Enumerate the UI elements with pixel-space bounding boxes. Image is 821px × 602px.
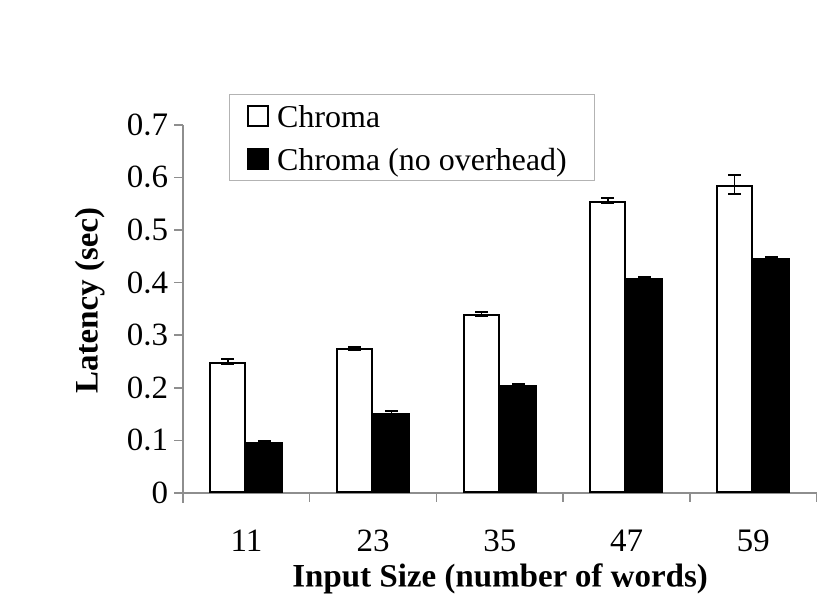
error-bar-line — [733, 175, 736, 195]
y-tick — [174, 334, 183, 336]
error-bar-line — [227, 359, 229, 364]
legend-label-chroma: Chroma — [277, 98, 381, 134]
bar-chroma-47 — [589, 200, 627, 493]
x-tick — [815, 493, 818, 502]
bar-chroma-no-overhead-47 — [626, 278, 664, 493]
x-tick — [182, 493, 184, 502]
error-bar-cap-bottom — [474, 315, 488, 318]
x-tick — [689, 493, 691, 502]
error-bar-cap-bottom — [258, 442, 272, 445]
y-tick-label: 0.7 — [126, 106, 168, 143]
error-bar-cap-top — [348, 345, 362, 348]
error-bar-line — [264, 440, 266, 444]
y-tick-label: 0.3 — [126, 317, 168, 354]
legend: Chroma Chroma (no overhead) — [229, 94, 595, 181]
y-tick-label: 0.2 — [126, 369, 168, 406]
x-tick-label: 47 — [609, 523, 643, 559]
bar-chroma-no-overhead-59 — [753, 258, 791, 493]
y-tick — [174, 229, 183, 231]
bar-chroma-no-overhead-11 — [246, 441, 284, 493]
error-bar-cap-bottom — [638, 278, 652, 281]
x-tick-label: 23 — [356, 523, 390, 559]
error-bar-cap-top — [765, 256, 779, 259]
error-bar-cap-bottom — [601, 202, 615, 205]
y-tick-label: 0.1 — [126, 422, 168, 459]
y-tick — [174, 176, 183, 179]
error-bar-line — [607, 197, 609, 204]
bar-chroma-no-overhead-23 — [373, 413, 411, 493]
legend-swatch-chroma — [247, 105, 269, 127]
y-tick — [174, 281, 183, 284]
x-tick-label: 59 — [736, 523, 770, 559]
x-tick — [435, 493, 438, 502]
error-bar-cap-bottom — [765, 258, 779, 261]
legend-item-chroma: Chroma — [247, 96, 594, 136]
x-tick-label: 11 — [230, 523, 263, 559]
x-tick — [308, 493, 311, 502]
error-bar-line — [390, 411, 393, 415]
error-bar-cap-top — [258, 439, 272, 442]
error-bar-line — [770, 257, 773, 260]
x-tick-label: 35 — [483, 523, 517, 559]
error-bar-cap-bottom — [511, 385, 525, 388]
y-tick — [174, 387, 183, 389]
error-bar-cap-top — [638, 275, 652, 278]
y-axis-line — [182, 124, 184, 503]
legend-item-chroma-no-overhead: Chroma (no overhead) — [247, 139, 594, 179]
bar-chroma-35 — [462, 314, 500, 493]
y-tick — [174, 492, 183, 494]
error-bar-line — [517, 384, 519, 387]
bar-chroma-23 — [336, 348, 374, 493]
y-tick-label: 0.5 — [126, 212, 168, 248]
legend-label-chroma-no-overhead: Chroma (no overhead) — [277, 141, 567, 177]
legend-swatch-chroma-no-overhead — [247, 148, 269, 170]
x-axis-title: Input Size (number of words) — [292, 558, 708, 595]
error-bar-cap-bottom — [348, 348, 362, 351]
error-bar-line — [353, 346, 356, 350]
bar-chroma-no-overhead-35 — [499, 385, 537, 493]
error-bar-line — [644, 276, 646, 280]
error-bar-cap-bottom — [728, 193, 742, 196]
y-tick — [174, 439, 183, 442]
error-bar-cap-top — [728, 174, 742, 177]
bar-chroma-11 — [209, 361, 247, 493]
error-bar-cap-top — [385, 410, 399, 413]
y-tick — [174, 124, 183, 126]
bar-chroma-59 — [716, 184, 754, 493]
x-tick — [562, 493, 564, 502]
error-bar-cap-top — [474, 311, 488, 314]
error-bar-cap-bottom — [385, 413, 399, 416]
x-axis-line — [174, 492, 817, 494]
y-tick-label: 0 — [151, 475, 169, 511]
error-bar-cap-top — [221, 358, 235, 361]
error-bar-cap-top — [601, 196, 615, 199]
y-tick-label: 0.4 — [126, 264, 168, 301]
y-tick-label: 0.6 — [126, 159, 168, 196]
error-bar-cap-top — [511, 383, 525, 386]
error-bar-line — [480, 312, 482, 317]
error-bar-cap-bottom — [221, 362, 235, 365]
